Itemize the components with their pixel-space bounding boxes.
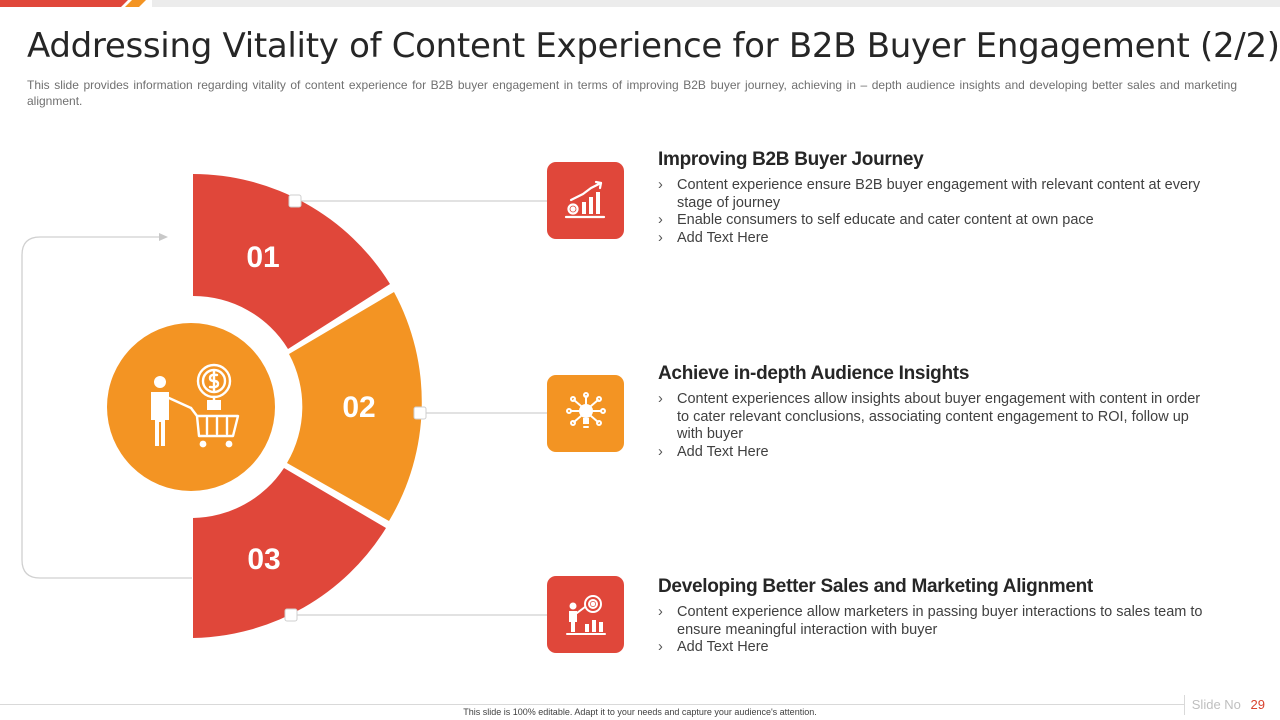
lightbulb-network-icon-box (547, 375, 624, 452)
item-bullets-1: › Content experience ensure B2B buyer eng… (658, 177, 1203, 247)
item-bullets-2: › Content experiences allow insights abou… (658, 391, 1203, 461)
slide-number-divider (1183, 695, 1185, 715)
bullet-item: › Enable consumers to self educate and ca… (658, 212, 1094, 228)
lightbulb-network-icon (565, 391, 606, 428)
footer-divider (0, 704, 1184, 705)
slide-number: Slide No 29 (1183, 695, 1265, 715)
segment-02 (287, 292, 422, 521)
footer-note: This slide is 100% editable. Adapt it to… (463, 707, 817, 717)
bullet-item: › Add Text Here (658, 229, 769, 246)
bullet-item: › Add Text Here (658, 443, 769, 460)
presenter-target-icon (565, 594, 606, 635)
segment-number-01: 01 (246, 241, 279, 274)
growth-chart-gear-icon-box (547, 162, 624, 239)
bullet-item: › Content experience ensure B2B buyer eng… (658, 177, 1201, 211)
loop-connector (21, 236, 192, 579)
growth-chart-gear-icon (564, 180, 605, 218)
chevron-right-icon: › (658, 639, 663, 655)
item-block-3: Developing Better Sales and Marketing Al… (658, 576, 1203, 657)
slide-number-label: Slide No (1191, 697, 1241, 712)
item-block-1: Improving B2B Buyer Journey › Content exp… (658, 149, 1203, 247)
marker-square-2 (413, 406, 427, 420)
bullet-item: › Content experiences allow insights abou… (658, 391, 1201, 442)
marker-square-1 (288, 194, 302, 208)
top-accent-bar (0, 0, 1280, 7)
segment-number-02: 02 (342, 391, 375, 424)
item-bullets-3: › Content experience allow marketers in p… (658, 604, 1203, 657)
buyer-cart-dollar-icon (151, 363, 240, 448)
item-heading-2: Achieve in-depth Audience Insights (658, 363, 970, 384)
chevron-right-icon: › (658, 443, 663, 460)
item-heading-3: Developing Better Sales and Marketing Al… (658, 576, 1093, 597)
item-heading-1: Improving B2B Buyer Journey (658, 149, 924, 170)
chevron-right-icon: › (658, 229, 663, 246)
slide-number-value: 29 (1250, 697, 1265, 712)
chevron-right-icon: › (658, 212, 663, 228)
chevron-right-icon: › (658, 391, 663, 407)
chevron-right-icon: › (658, 604, 663, 620)
page-title: Addressing Vitality of Content Experienc… (27, 26, 1280, 66)
segment-03 (193, 468, 386, 638)
item-block-2: Achieve in-depth Audience Insights › Cont… (658, 363, 1203, 461)
bullet-item: › Add Text Here (658, 639, 769, 655)
semicircle-diagram: 01 02 03 (21, 174, 547, 638)
segment-01 (193, 174, 390, 349)
chevron-right-icon: › (658, 177, 663, 193)
marker-square-3 (284, 608, 298, 622)
page-subtitle: This slide provides information regardin… (27, 78, 1237, 108)
bullet-item: › Content experience allow marketers in p… (658, 604, 1203, 638)
segment-number-03: 03 (247, 543, 280, 576)
loop-arrowhead-icon (159, 233, 168, 241)
presenter-target-icon-box (547, 576, 624, 653)
